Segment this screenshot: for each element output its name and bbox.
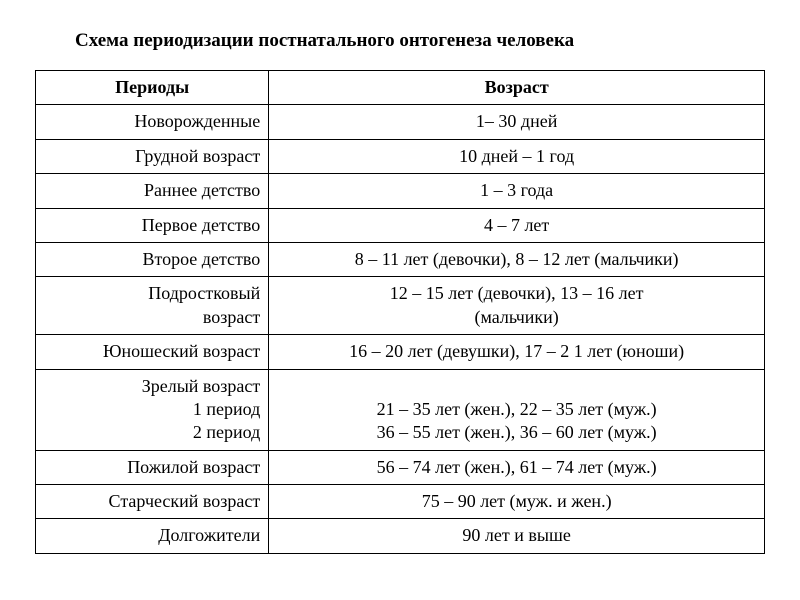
table-row: Подростковыйвозраст 12 – 15 лет (девочки… [36, 277, 765, 335]
period-cell: Юношеский возраст [36, 335, 269, 369]
table-row: Второе детство 8 – 11 лет (девочки), 8 –… [36, 242, 765, 276]
period-cell: Новорожденные [36, 105, 269, 139]
age-cell: 12 – 15 лет (девочки), 13 – 16 лет(мальч… [269, 277, 765, 335]
period-cell: Второе детство [36, 242, 269, 276]
age-cell: 1 – 3 года [269, 174, 765, 208]
period-cell: Первое детство [36, 208, 269, 242]
age-cell: 75 – 90 лет (муж. и жен.) [269, 485, 765, 519]
page-title: Схема периодизации постнатального онтоге… [75, 30, 765, 52]
periodization-table: Периоды Возраст Новорожденные 1– 30 дней… [35, 70, 765, 554]
period-cell: Зрелый возраст1 период2 период [36, 369, 269, 450]
period-cell: Грудной возраст [36, 139, 269, 173]
header-age: Возраст [269, 71, 765, 105]
table-row: Долгожители 90 лет и выше [36, 519, 765, 553]
table-row: Новорожденные 1– 30 дней [36, 105, 765, 139]
table-row: Грудной возраст 10 дней – 1 год [36, 139, 765, 173]
age-cell: 10 дней – 1 год [269, 139, 765, 173]
age-cell: 21 – 35 лет (жен.), 22 – 35 лет (муж.)36… [269, 369, 765, 450]
age-cell: 90 лет и выше [269, 519, 765, 553]
table-row: Первое детство 4 – 7 лет [36, 208, 765, 242]
table-row: Старческий возраст 75 – 90 лет (муж. и ж… [36, 485, 765, 519]
age-cell: 4 – 7 лет [269, 208, 765, 242]
period-cell: Долгожители [36, 519, 269, 553]
age-cell: 1– 30 дней [269, 105, 765, 139]
table-row: Пожилой возраст 56 – 74 лет (жен.), 61 –… [36, 450, 765, 484]
header-periods: Периоды [36, 71, 269, 105]
period-cell: Старческий возраст [36, 485, 269, 519]
period-cell: Пожилой возраст [36, 450, 269, 484]
age-cell: 16 – 20 лет (девушки), 17 – 2 1 лет (юно… [269, 335, 765, 369]
table-row: Раннее детство 1 – 3 года [36, 174, 765, 208]
age-cell: 8 – 11 лет (девочки), 8 – 12 лет (мальчи… [269, 242, 765, 276]
table-row: Юношеский возраст 16 – 20 лет (девушки),… [36, 335, 765, 369]
period-cell: Раннее детство [36, 174, 269, 208]
period-cell: Подростковыйвозраст [36, 277, 269, 335]
table-row: Зрелый возраст1 период2 период 21 – 35 л… [36, 369, 765, 450]
age-cell: 56 – 74 лет (жен.), 61 – 74 лет (муж.) [269, 450, 765, 484]
table-header-row: Периоды Возраст [36, 71, 765, 105]
